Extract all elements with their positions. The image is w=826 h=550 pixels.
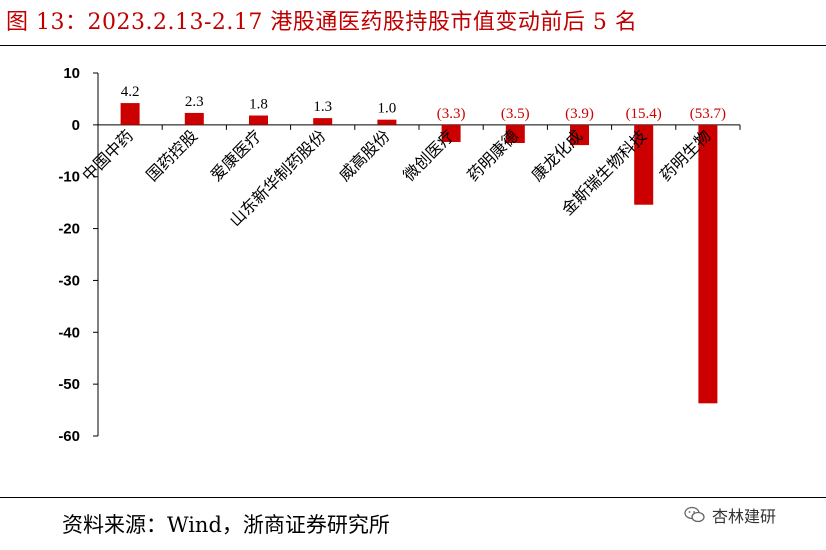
y-tick-label: -10 <box>58 169 80 186</box>
bar <box>570 124 589 146</box>
data-labels: 4.2 2.3 1.8 1.3 1.0 (3.3) (3.5) (3.9) (15.4) (53.… <box>121 84 726 122</box>
bar <box>120 103 140 125</box>
category-label: 爱康医疗 <box>207 126 266 185</box>
top-rule <box>0 45 826 46</box>
y-tick-label: -60 <box>58 428 80 445</box>
y-tick-label: -50 <box>58 376 80 393</box>
category-label: 康龙化成 <box>528 126 587 185</box>
figure-title: 图 13：2023.2.13-2.17 港股通医药股持股市值变动前后 5 名 <box>6 10 638 35</box>
source-note: 资料来源：Wind，浙商证券研究所 <box>62 513 390 537</box>
bar <box>505 124 525 144</box>
category-label: 国药控股 <box>142 126 201 185</box>
y-tick-label: -20 <box>58 221 80 238</box>
bar <box>184 112 204 125</box>
data-label: 1.0 <box>378 101 397 117</box>
bar <box>377 119 397 125</box>
category-label: 威高股份 <box>335 126 394 185</box>
bar-chart: 10 0 -10 -20 -30 -40 -50 -60 4.2 2.3 1.8 1.3 1.0 (3.… <box>58 65 741 445</box>
bottom-rule <box>0 497 826 498</box>
watermark-text: 杏林建研 <box>712 507 777 526</box>
bar <box>249 115 268 125</box>
category-label: 中国中药 <box>78 126 137 185</box>
bars <box>120 103 718 404</box>
watermark: 杏林建研 <box>684 503 776 527</box>
bar <box>698 124 718 404</box>
category-label: 微创医疗 <box>399 126 458 185</box>
y-tick-label: 10 <box>63 65 80 82</box>
y-tick-label: -30 <box>58 272 80 289</box>
y-tick-label: -40 <box>58 324 80 341</box>
y-tick-label: 0 <box>72 117 80 134</box>
data-label: (15.4) <box>626 106 662 122</box>
bar <box>441 124 461 142</box>
data-label: (3.9) <box>565 106 594 122</box>
bar <box>313 118 333 125</box>
data-label: (3.5) <box>501 106 530 122</box>
data-label: 1.3 <box>313 99 332 115</box>
data-label: 2.3 <box>185 94 204 110</box>
wechat-icon <box>684 506 705 523</box>
data-label: 4.2 <box>121 84 140 100</box>
bar <box>634 124 654 205</box>
data-label: (53.7) <box>690 106 726 122</box>
category-label: 药明康德 <box>463 126 522 185</box>
y-axis: 10 0 -10 -20 -30 -40 -50 -60 <box>58 65 99 445</box>
data-label: 1.8 <box>249 97 268 113</box>
data-label: (3.3) <box>437 106 466 122</box>
x-axis <box>97 124 741 130</box>
